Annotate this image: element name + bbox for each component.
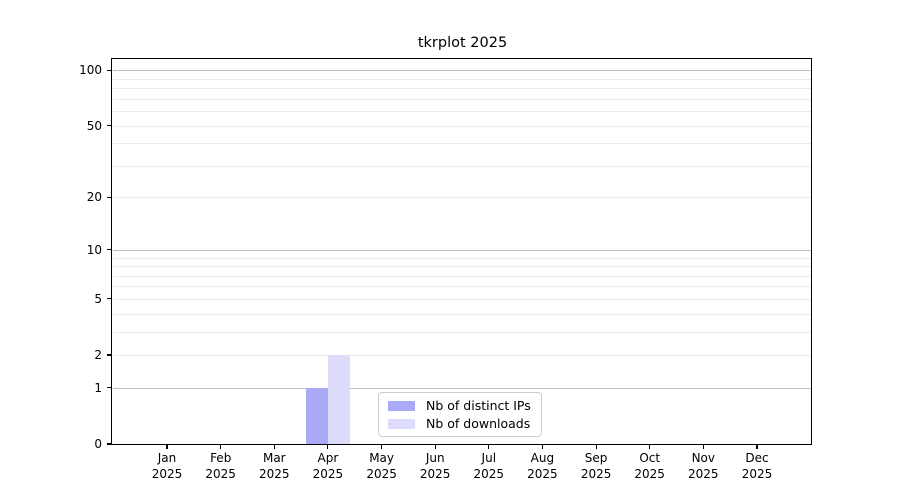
y-axis-tick — [107, 196, 112, 198]
x-axis-tick-label: Mar 2025 — [259, 451, 290, 481]
minor-gridline — [113, 355, 811, 356]
bar-apr-distinct-ips — [305, 387, 328, 444]
minor-gridline — [113, 125, 811, 127]
y-axis-tick — [107, 443, 112, 445]
x-axis-tick — [381, 444, 383, 449]
x-axis-tick-label: Jun 2025 — [419, 451, 451, 481]
y-axis-tick-label: 10 — [86, 242, 102, 257]
chart-title: tkrplot 2025 — [417, 35, 508, 51]
x-axis-tick-label: Oct 2025 — [634, 451, 665, 481]
minor-gridline — [113, 298, 811, 300]
minor-gridline — [113, 165, 811, 167]
x-axis-tick-label: May 2025 — [366, 451, 397, 481]
bar-apr-downloads — [327, 355, 350, 444]
legend-label-downloads: Nb of downloads — [426, 416, 531, 431]
y-axis-tick — [107, 298, 112, 300]
minor-gridline — [113, 111, 811, 113]
x-axis-tick — [541, 444, 543, 449]
y-axis-tick — [107, 387, 112, 389]
x-axis-tick — [273, 444, 275, 449]
minor-gridline — [113, 275, 811, 277]
minor-gridline — [113, 257, 811, 259]
legend-swatch-downloads — [388, 418, 415, 429]
minor-gridline — [113, 78, 811, 80]
y-axis-tick — [107, 249, 112, 251]
x-axis-tick — [166, 444, 168, 449]
y-axis-tick — [107, 69, 112, 71]
minor-gridline — [113, 88, 811, 90]
x-axis-tick — [220, 444, 222, 449]
y-axis-tick-label: 0 — [94, 437, 102, 451]
x-axis-tick — [756, 444, 758, 449]
minor-gridline — [113, 313, 811, 315]
legend-entry-distinct-ips: Nb of distinct IPs — [388, 398, 532, 413]
y-axis-tick-label: 100 — [79, 63, 102, 78]
legend: Nb of distinct IPs Nb of downloads — [378, 392, 542, 437]
y-axis-tick-label: 5 — [94, 291, 102, 306]
minor-gridline — [113, 266, 811, 267]
major-gridline — [113, 70, 811, 72]
x-axis-tick-label: Apr 2025 — [312, 451, 344, 481]
x-axis-tick-label: Dec 2025 — [741, 451, 773, 481]
x-axis-tick-label: Sep 2025 — [580, 451, 612, 481]
minor-gridline — [113, 143, 811, 145]
x-axis-tick-label: Feb 2025 — [205, 451, 236, 481]
minor-gridline — [113, 331, 811, 333]
x-axis-tick — [434, 444, 436, 449]
minor-gridline — [113, 197, 811, 199]
y-axis-tick-label: 1 — [94, 380, 102, 395]
x-axis-tick — [649, 444, 651, 449]
x-axis-tick-label: Nov 2025 — [688, 451, 719, 481]
minor-gridline — [113, 98, 811, 100]
x-axis-tick — [702, 444, 704, 449]
legend-entry-downloads: Nb of downloads — [388, 416, 532, 431]
x-axis-tick — [595, 444, 597, 449]
plot-area-border — [111, 58, 812, 445]
y-axis-tick — [107, 125, 112, 127]
y-axis-tick — [107, 354, 112, 356]
x-axis-tick — [327, 444, 329, 449]
legend-swatch-distinct-ips — [388, 400, 415, 411]
x-axis-tick-label: Jan 2025 — [151, 451, 183, 481]
major-gridline — [113, 249, 811, 251]
x-axis-tick — [488, 444, 490, 449]
major-gridline — [113, 387, 811, 389]
y-axis-tick-label: 50 — [86, 118, 102, 133]
minor-gridline — [113, 286, 811, 288]
y-axis-tick-label: 2 — [94, 348, 102, 362]
x-axis-tick-label: Aug 2025 — [527, 451, 558, 481]
legend-label-distinct-ips: Nb of distinct IPs — [426, 398, 531, 413]
x-axis-tick-label: Jul 2025 — [473, 451, 505, 481]
y-axis-tick-label: 20 — [86, 190, 102, 205]
